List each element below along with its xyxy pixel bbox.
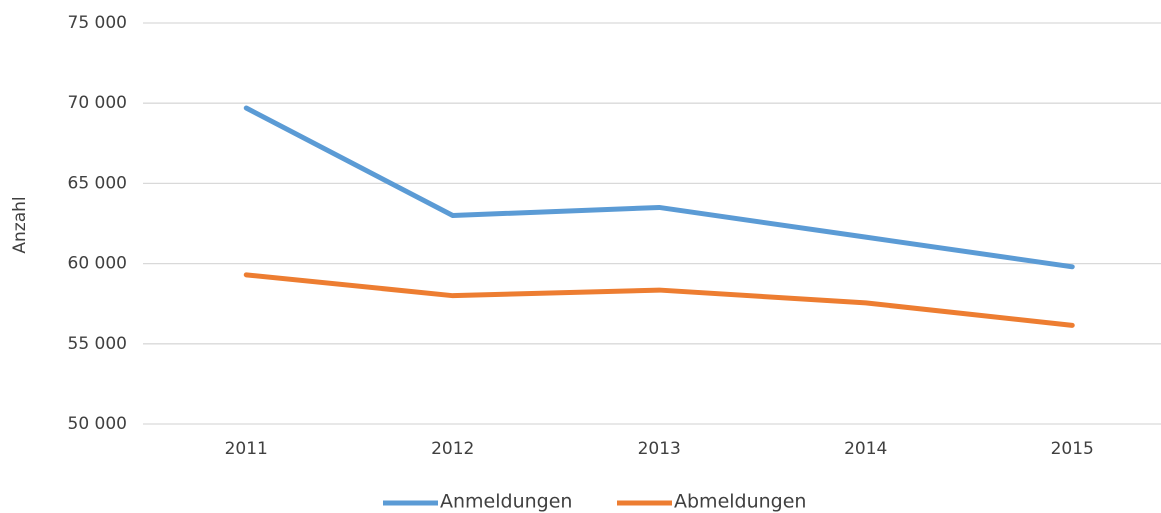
legend-label: Anmeldungen [440,491,572,513]
series-line [243,272,1075,328]
legend-label: Abmeldungen [674,491,806,513]
y-tick-label: 60 000 [68,254,127,274]
y-tick-label: 50 000 [68,414,127,434]
y-tick-label: 70 000 [68,93,127,113]
x-tick-label: 2012 [431,439,474,459]
x-tick-label: 2015 [1051,439,1094,459]
y-tick-label: 55 000 [68,334,127,354]
x-tick-label: 2011 [225,439,268,459]
x-tick-label: 2013 [638,439,681,459]
y-axis-label: Anzahl [10,196,30,253]
series-line [243,105,1075,270]
y-tick-label: 75 000 [68,13,127,33]
y-tick-label: 65 000 [68,173,127,193]
x-tick-label: 2014 [844,439,887,459]
